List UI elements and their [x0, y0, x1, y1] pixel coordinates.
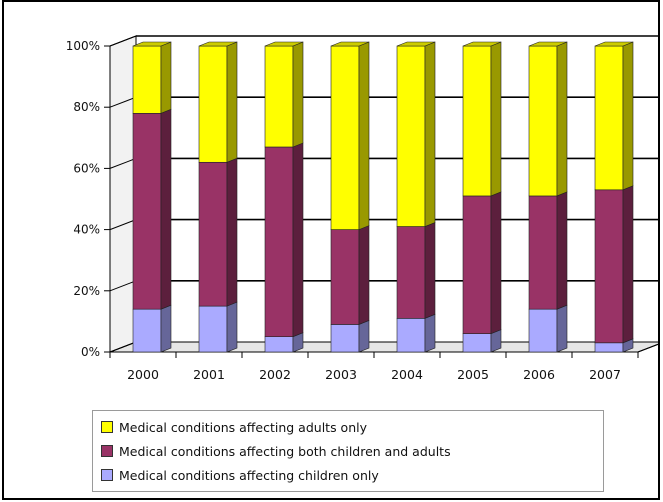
bar-segment-side	[358, 41, 370, 231]
bar-segment	[330, 229, 360, 325]
bar-segment-side	[358, 320, 370, 353]
x-tick-label: 2003	[325, 367, 357, 382]
y-tick-label: 20%	[73, 284, 100, 298]
legend-label-both: Medical conditions affecting both childr…	[119, 443, 451, 459]
bar-segment-side	[424, 41, 436, 227]
bar-segment	[330, 45, 360, 230]
chart-side-wall	[109, 35, 137, 353]
bar-segment-side	[556, 41, 568, 197]
bar-segment-top	[198, 41, 238, 47]
legend-item-both: Medical conditions affecting both childr…	[101, 439, 595, 463]
bar-segment	[198, 161, 228, 307]
bar-segment-side	[622, 41, 634, 191]
y-tick-label: 40%	[73, 223, 100, 237]
x-tick-label: 2005	[457, 367, 489, 382]
stacked-bar-chart: 0% 20% 40% 60% 80% 100% 2000 2001 2002 2003 2004 20…	[66, 35, 658, 382]
bar-segment-top	[528, 41, 568, 47]
bar-segment	[528, 308, 558, 353]
bar-segment	[132, 45, 162, 114]
gridline-side-0	[109, 341, 137, 353]
legend-item-children-only: Medical conditions affecting children on…	[101, 463, 595, 487]
bar-segment	[462, 45, 492, 197]
bar-segment	[264, 146, 294, 337]
gridline-side-5	[109, 35, 137, 47]
x-tick-label: 2002	[259, 367, 291, 382]
bar-segment-side	[556, 191, 568, 310]
legend-swatch-adults-only	[101, 421, 113, 433]
bar-segment	[528, 195, 558, 310]
bar-segment-side	[358, 225, 370, 325]
y-tick-label: 60%	[73, 161, 100, 175]
bar-segment	[462, 333, 492, 353]
x-tick-label: 2000	[127, 367, 159, 382]
x-tick-label: 2001	[193, 367, 225, 382]
bar-segment-side	[490, 191, 502, 335]
y-tick-label: 100%	[66, 39, 100, 53]
y-tick-label: 0%	[81, 345, 100, 359]
bar-segment	[264, 45, 294, 148]
gridline-side-2	[109, 219, 137, 231]
chart-floor	[109, 341, 658, 353]
gridline-side-3	[109, 157, 137, 169]
bar-segment-top	[132, 41, 172, 47]
legend-label-children-only: Medical conditions affecting children on…	[119, 467, 379, 483]
bar-segment-side	[226, 301, 238, 353]
bar-segment-side	[226, 41, 238, 163]
bar-segment	[528, 45, 558, 197]
bar-segment-side	[424, 313, 436, 353]
bar-segment-side	[556, 304, 568, 353]
bar-segment	[264, 336, 294, 353]
bar-segment	[396, 45, 426, 227]
bar-segment	[594, 189, 624, 344]
y-tick-label: 80%	[73, 100, 100, 114]
bar-segment	[396, 226, 426, 319]
bar-segment-top	[396, 41, 436, 47]
bar-segment-top	[594, 41, 634, 47]
chart-legend: Medical conditions affecting adults only…	[92, 410, 604, 492]
bar-segment-side	[226, 157, 238, 307]
bar-segment	[198, 45, 228, 163]
x-tick-label: 2004	[391, 367, 423, 382]
bar-segment-top	[330, 41, 370, 47]
legend-swatch-children-only	[101, 469, 113, 481]
bar-segment	[396, 318, 426, 353]
bar-segment-side	[424, 222, 436, 319]
legend-label-adults-only: Medical conditions affecting adults only	[119, 419, 367, 435]
bar-segment	[198, 305, 228, 353]
bar-segment	[132, 113, 162, 310]
bar-segment-top	[462, 41, 502, 47]
bar-segment-side	[622, 185, 634, 344]
bar-segment	[462, 195, 492, 334]
gridline-side-1	[109, 280, 137, 292]
legend-item-adults-only: Medical conditions affecting adults only	[101, 415, 595, 439]
bar-segment	[594, 45, 624, 191]
bar-segment-side	[292, 142, 304, 338]
bar-segment	[132, 308, 162, 353]
bar-segment-top	[264, 41, 304, 47]
bar-segment-side	[160, 108, 172, 310]
bar-segment	[330, 324, 360, 353]
bar-segment	[594, 342, 624, 353]
legend-swatch-both	[101, 445, 113, 457]
bar-segment-side	[490, 41, 502, 197]
bar-segment-side	[292, 41, 304, 148]
gridline-side-4	[109, 96, 137, 108]
bar-segment-side	[160, 41, 172, 114]
bar-segment-side	[160, 304, 172, 353]
x-tick-label: 2007	[589, 367, 621, 382]
x-tick-label: 2006	[523, 367, 555, 382]
x-axis-depth	[637, 343, 658, 353]
